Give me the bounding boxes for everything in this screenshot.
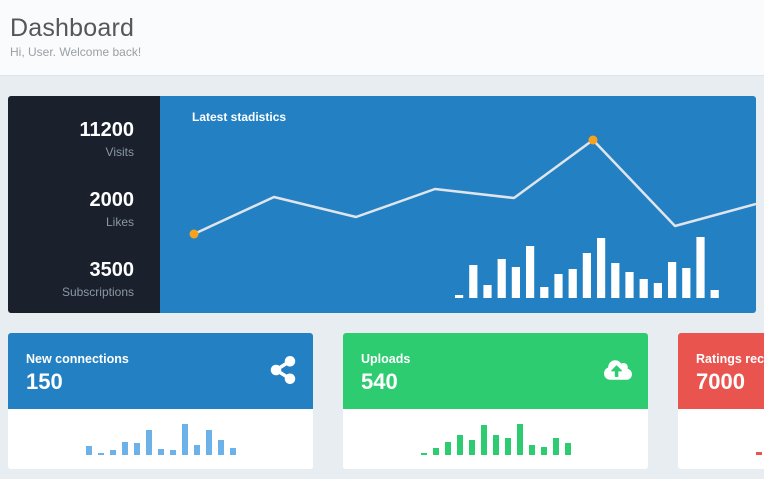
highlight-dot [588, 135, 598, 145]
mini-bar [540, 447, 547, 455]
card-new-connections-body [8, 409, 313, 469]
mini-bar [432, 448, 439, 455]
mini-bar [504, 438, 511, 455]
stat-bar [497, 259, 506, 298]
stat-likes: 2000 Likes [8, 189, 135, 229]
mini-bar [492, 435, 499, 455]
latest-statistics-svg [189, 135, 756, 298]
stat-bar [526, 246, 535, 298]
mini-bar [528, 445, 535, 455]
mini-bar-chart [85, 424, 236, 455]
mini-bar [121, 442, 128, 455]
mini-bar [145, 430, 152, 455]
stat-bar [597, 238, 606, 298]
mini-bar [229, 448, 236, 455]
stat-bar [639, 279, 648, 298]
mini-bar [456, 435, 463, 455]
page-header: Dashboard Hi, User. Welcome back! [0, 0, 764, 76]
stat-visits-value: 11200 [79, 119, 134, 141]
stat-bar [540, 287, 549, 298]
stat-line [193, 138, 756, 236]
mini-bar [217, 440, 224, 455]
card-ratings-received-body [678, 409, 764, 469]
mini-bar-chart [755, 425, 764, 455]
mini-bar [133, 443, 140, 455]
stat-bar [625, 272, 634, 298]
mini-bar-chart [420, 424, 571, 455]
mini-bar [181, 424, 188, 455]
stat-visits: 11200 Visits [8, 119, 134, 159]
card-uploads-header: Uploads 540 [343, 333, 648, 409]
card-uploads: Uploads 540 [343, 333, 648, 469]
card-new-connections: New connections 150 [8, 333, 313, 469]
cloud-upload-icon [604, 356, 632, 384]
stat-bar [511, 267, 520, 298]
stat-likes-value: 2000 [89, 189, 135, 211]
mini-bar [97, 453, 104, 455]
card-ratings-received-label: Ratings received [696, 352, 764, 366]
stat-bar [682, 268, 691, 298]
stat-bar [483, 285, 492, 298]
chart-title: Latest stadistics [192, 110, 287, 124]
stat-bar [455, 295, 464, 298]
mini-bar [85, 446, 92, 455]
mini-bar [480, 425, 487, 455]
stat-bar [568, 269, 577, 298]
stat-bar [582, 253, 591, 298]
mini-bar [755, 452, 762, 455]
card-new-connections-header: New connections 150 [8, 333, 313, 409]
mini-bar [109, 450, 116, 455]
stat-subscriptions-label: Subscriptions [61, 285, 134, 299]
mini-bar [420, 453, 427, 455]
mini-bar [516, 424, 523, 455]
card-ratings-received-value: 7000 [696, 369, 745, 394]
stat-subscriptions: 3500 Subscriptions [8, 259, 134, 299]
page-subtitle: Hi, User. Welcome back! [10, 45, 142, 59]
card-new-connections-label: New connections [26, 352, 129, 366]
stats-sidebar: 11200 Visits 2000 Likes 3500 Subscriptio… [8, 96, 160, 313]
latest-statistics-chart: Latest stadistics [160, 96, 756, 313]
card-ratings-received-header: Ratings received 7000 [678, 333, 764, 409]
stat-bar [611, 263, 620, 298]
stat-likes-label: Likes [105, 215, 134, 229]
card-new-connections-value: 150 [26, 369, 63, 394]
mini-bar [205, 430, 212, 455]
mini-bar [157, 449, 164, 455]
stat-bar [653, 283, 662, 298]
card-ratings-received: Ratings received 7000 [678, 333, 764, 469]
stat-bar [554, 274, 563, 298]
mini-bar [468, 440, 475, 455]
page-title: Dashboard [10, 14, 135, 42]
card-uploads-body [343, 409, 648, 469]
mini-bar [169, 450, 176, 455]
share-icon [269, 356, 297, 384]
stat-visits-label: Visits [105, 145, 134, 159]
mini-bar [193, 445, 200, 455]
stat-bar [668, 262, 677, 298]
highlight-dot [189, 229, 199, 239]
stat-bar [469, 265, 478, 298]
stat-subscriptions-value: 3500 [89, 259, 135, 281]
card-uploads-value: 540 [361, 369, 398, 394]
stat-bar [696, 237, 705, 298]
mini-bar [444, 442, 451, 455]
mini-bar [564, 443, 571, 455]
stat-bar [710, 290, 719, 298]
mini-bar [552, 438, 559, 455]
card-uploads-label: Uploads [361, 352, 411, 366]
stats-overview-panel: 11200 Visits 2000 Likes 3500 Subscriptio… [8, 96, 756, 313]
